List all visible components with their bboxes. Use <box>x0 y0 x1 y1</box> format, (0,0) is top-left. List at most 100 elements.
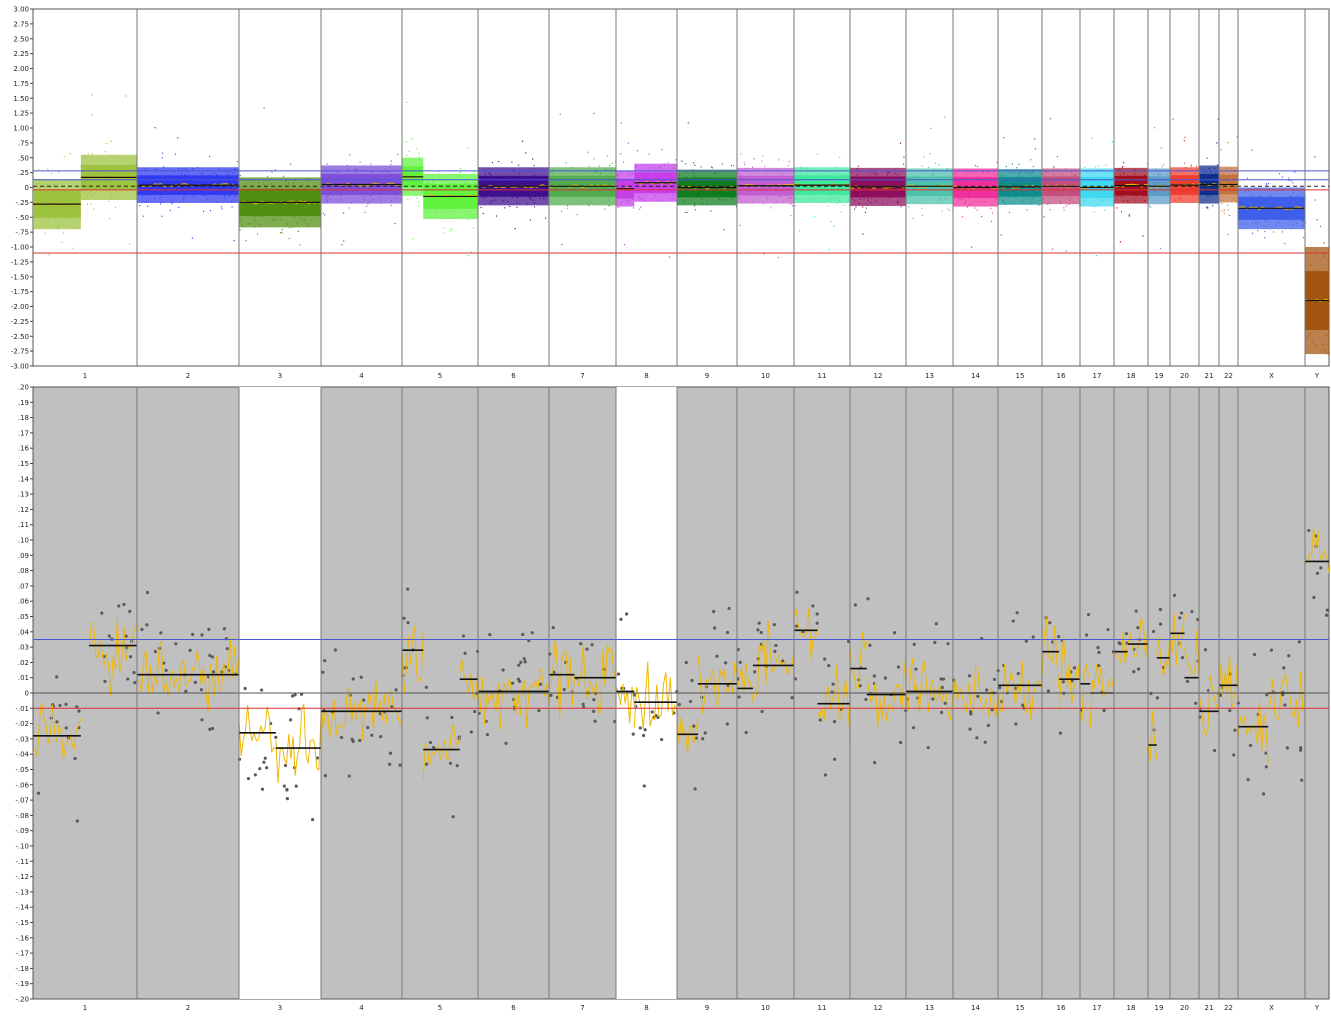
top-data-point <box>243 210 245 212</box>
top-data-point <box>418 156 420 158</box>
top-data-point <box>169 174 171 176</box>
top-data-point <box>1177 179 1180 182</box>
bottom-data-point <box>1218 693 1223 697</box>
top-outlier-point <box>1251 232 1254 234</box>
top-data-point <box>36 197 38 199</box>
top-data-point <box>681 192 683 195</box>
top-outlier-point <box>763 253 765 255</box>
bottom-data-point <box>55 675 59 679</box>
top-outlier-point <box>587 151 589 153</box>
bottom-y-tick-label: .20 <box>18 384 29 392</box>
bottom-data-point <box>858 684 862 688</box>
top-data-point <box>721 163 723 165</box>
top-data-point <box>921 207 923 209</box>
top-data-point <box>383 193 385 195</box>
top-data-point <box>343 175 345 177</box>
top-data-point <box>228 195 230 197</box>
top-data-point <box>618 195 620 197</box>
top-data-point <box>62 225 64 227</box>
bottom-y-tick-label: -.04 <box>15 751 29 759</box>
top-data-point <box>680 190 682 192</box>
top-data-point <box>1174 199 1176 201</box>
top-data-point <box>1203 174 1206 176</box>
top-data-point <box>355 168 357 170</box>
top-data-point <box>835 173 837 175</box>
top-data-point <box>675 159 677 161</box>
bottom-data-point <box>823 773 827 777</box>
top-data-point <box>431 202 433 204</box>
top-data-point <box>984 201 986 203</box>
top-data-point <box>304 220 307 222</box>
top-data-point <box>770 207 772 209</box>
top-data-point <box>1083 200 1085 202</box>
top-outlier-point <box>561 244 563 246</box>
top-data-point <box>981 215 983 218</box>
top-data-point <box>1120 211 1123 213</box>
top-data-point <box>1265 220 1267 222</box>
bottom-series-chr-10 <box>752 620 795 714</box>
top-data-point <box>1027 172 1030 174</box>
top-data-point <box>543 186 545 188</box>
top-data-point <box>265 202 267 204</box>
top-data-point <box>1086 199 1088 201</box>
top-data-point <box>236 160 238 163</box>
top-data-point <box>1328 277 1329 279</box>
bottom-data-point <box>184 689 188 693</box>
top-outlier-point <box>982 171 985 174</box>
top-data-point <box>465 198 467 200</box>
top-data-point <box>71 215 73 217</box>
top-data-point <box>964 190 966 192</box>
top-data-point <box>48 188 51 190</box>
top-data-point <box>1281 176 1284 178</box>
top-data-point <box>721 181 723 183</box>
top-data-point <box>464 182 466 184</box>
bottom-data-point <box>1136 626 1140 630</box>
top-data-point <box>843 204 845 206</box>
top-data-point <box>54 209 57 211</box>
bottom-data-point <box>684 660 688 665</box>
top-data-point <box>481 196 483 198</box>
bottom-data-point <box>1282 666 1286 670</box>
top-chrom-label-19: 19 <box>1155 372 1164 380</box>
top-data-point <box>859 198 861 200</box>
top-data-point <box>424 209 426 211</box>
top-data-point <box>601 177 603 179</box>
bottom-data-point <box>122 602 126 607</box>
top-data-point <box>1207 177 1209 179</box>
top-data-point <box>368 200 371 202</box>
top-data-point <box>545 217 547 219</box>
top-data-point <box>458 205 460 207</box>
top-data-point <box>1008 211 1010 213</box>
top-data-point <box>737 182 739 184</box>
top-data-point <box>422 178 424 180</box>
top-data-point <box>632 192 634 194</box>
top-data-point <box>694 203 696 205</box>
top-data-point <box>148 194 151 196</box>
bottom-data-point <box>103 679 107 684</box>
top-data-point <box>693 205 695 207</box>
bottom-data-point <box>359 675 363 679</box>
top-data-point <box>788 193 790 195</box>
top-data-point <box>1324 295 1327 297</box>
top-data-point <box>44 186 47 188</box>
top-data-point <box>1170 172 1172 174</box>
top-data-point <box>447 178 449 180</box>
top-data-point <box>1096 168 1098 170</box>
top-data-point <box>388 180 390 182</box>
top-data-point <box>364 198 366 201</box>
top-data-point <box>597 193 599 195</box>
top-data-point <box>270 208 272 210</box>
top-data-point <box>459 171 461 173</box>
top-data-point <box>1163 188 1165 190</box>
bottom-y-tick-label: -.17 <box>15 950 29 958</box>
bottom-data-point <box>912 642 916 646</box>
top-data-point <box>119 183 121 185</box>
top-data-point <box>47 208 49 210</box>
top-data-point <box>1212 180 1214 182</box>
top-data-point <box>417 187 420 189</box>
top-data-point <box>474 182 476 184</box>
top-data-point <box>326 195 328 197</box>
top-series-chr-1 <box>33 94 138 256</box>
top-data-point <box>1191 174 1193 176</box>
top-data-point <box>801 166 803 168</box>
